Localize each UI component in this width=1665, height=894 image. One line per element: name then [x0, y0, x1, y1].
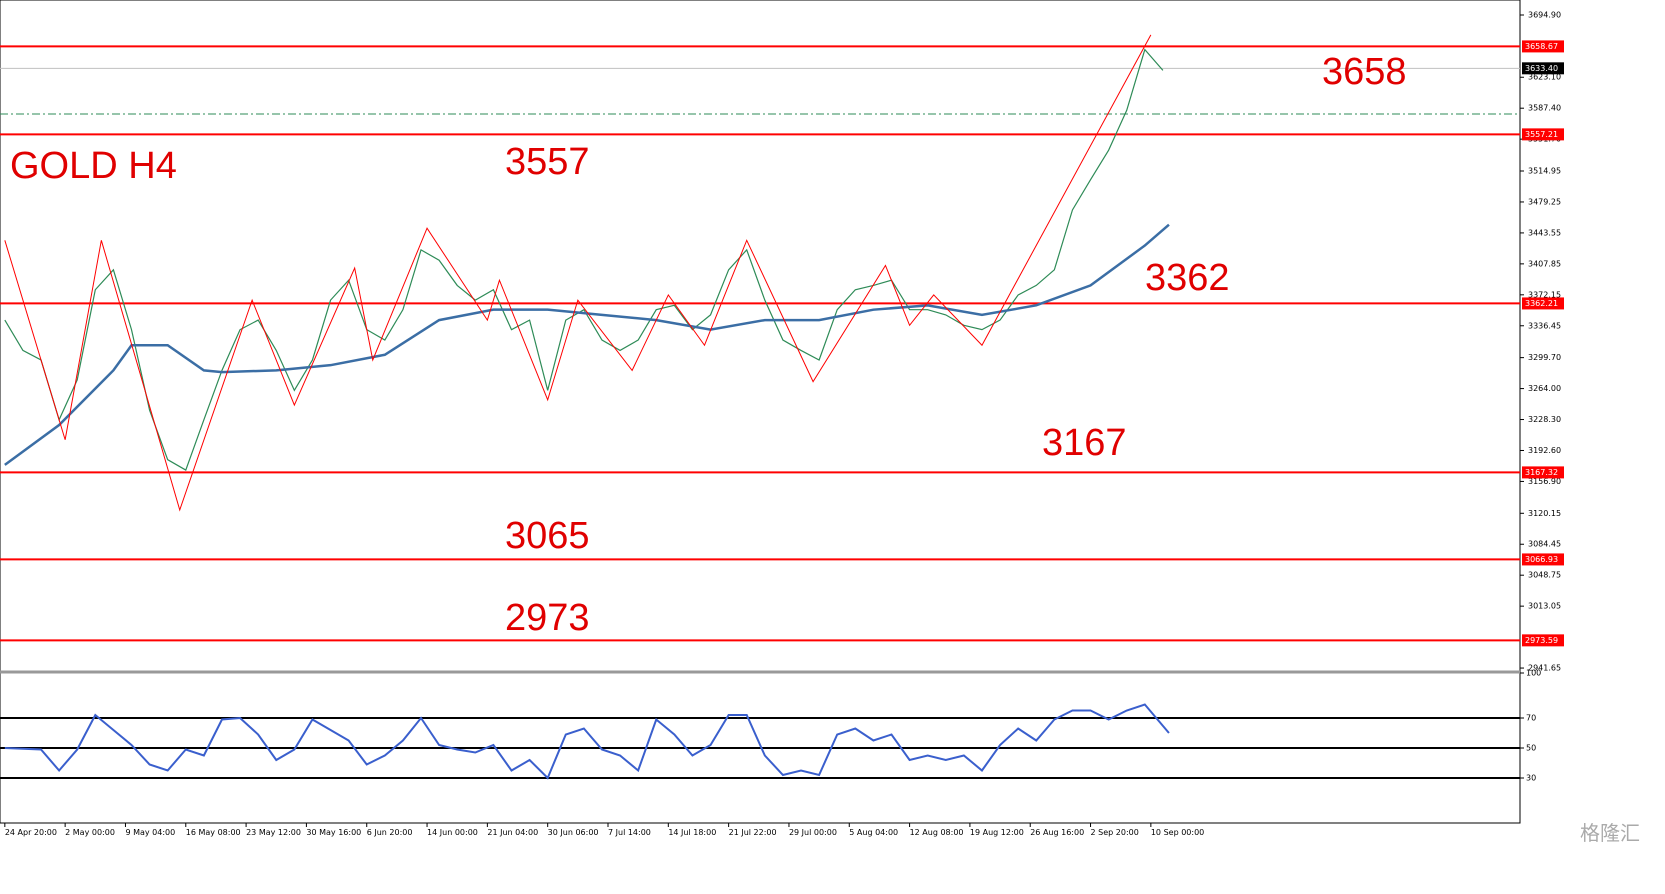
rsi-y-tick-label: 30 — [1526, 774, 1536, 783]
y-tick-label: 2941.65 — [1528, 664, 1561, 673]
level-box — [1522, 466, 1564, 479]
annotation: 3167 — [1042, 422, 1127, 464]
y-tick-label: 3623.10 — [1528, 73, 1561, 82]
current-price-box — [1522, 62, 1564, 75]
series-line — [4, 223, 1170, 466]
x-tick-label: 14 Jun 00:00 — [427, 828, 478, 837]
x-tick-label: 24 Apr 20:00 — [5, 828, 57, 837]
level-box — [1522, 40, 1564, 53]
y-tick-label: 3587.40 — [1528, 104, 1561, 113]
annotation: 3658 — [1322, 51, 1407, 93]
y-tick-label: 3192.60 — [1528, 446, 1561, 455]
watermark: 格隆汇 — [1580, 821, 1640, 845]
y-tick-label: 3264.00 — [1528, 384, 1561, 393]
x-tick-label: 16 May 08:00 — [186, 828, 241, 837]
x-tick-label: 12 Aug 08:00 — [910, 828, 964, 837]
rsi-y-tick-label: 70 — [1526, 714, 1536, 723]
y-tick-label: 3048.75 — [1528, 571, 1561, 580]
y-tick-label: 3156.90 — [1528, 477, 1561, 486]
x-tick-label: 14 Jul 18:00 — [668, 828, 716, 837]
level-label: 3167.32 — [1525, 468, 1558, 477]
x-tick-label: 6 Jun 20:00 — [367, 828, 413, 837]
y-tick-label: 3694.90 — [1528, 10, 1561, 19]
y-tick-label: 3372.15 — [1528, 290, 1561, 299]
y-tick-label: 3443.55 — [1528, 228, 1561, 237]
level-box — [1522, 634, 1564, 647]
rsi-y-tick-label: 100 — [1526, 669, 1541, 678]
level-label: 3557.21 — [1525, 130, 1558, 139]
y-tick-label: 3120.15 — [1528, 509, 1561, 518]
annotation: 3557 — [505, 141, 590, 183]
x-tick-label: 30 May 16:00 — [306, 828, 361, 837]
x-tick-label: 5 Aug 04:00 — [849, 828, 898, 837]
series-line — [4, 703, 1170, 780]
current-price-label: 3633.40 — [1525, 64, 1558, 73]
x-tick-label: 21 Jun 04:00 — [487, 828, 538, 837]
x-tick-label: 2 May 00:00 — [65, 828, 115, 837]
x-tick-label: 2 Sep 20:00 — [1091, 828, 1139, 837]
series-line — [4, 48, 1164, 471]
annotation: 3065 — [505, 515, 590, 557]
y-tick-label: 3336.45 — [1528, 321, 1561, 330]
y-tick-label: 3013.05 — [1528, 602, 1561, 611]
x-tick-label: 30 Jun 06:00 — [548, 828, 599, 837]
y-tick-label: 3084.45 — [1528, 540, 1561, 549]
x-tick-label: 21 Jul 22:00 — [729, 828, 777, 837]
x-tick-label: 29 Jul 00:00 — [789, 828, 837, 837]
x-tick-label: 19 Aug 12:00 — [970, 828, 1024, 837]
y-tick-label: 3407.85 — [1528, 259, 1561, 268]
level-box — [1522, 553, 1564, 566]
rsi-y-tick-label: 50 — [1526, 744, 1536, 753]
y-tick-label: 3228.30 — [1528, 415, 1561, 424]
plot-frame — [0, 0, 1521, 824]
annotation: 3362 — [1145, 257, 1230, 299]
level-label: 3362.21 — [1525, 299, 1558, 308]
level-label: 3658.67 — [1525, 42, 1558, 51]
y-tick-label: 3479.25 — [1528, 197, 1561, 206]
annotation: GOLD H4 — [10, 145, 177, 187]
series-line — [4, 34, 1152, 512]
annotation: 2973 — [505, 597, 590, 639]
y-tick-label: 3514.95 — [1528, 167, 1561, 176]
y-tick-label: 3299.70 — [1528, 353, 1561, 362]
x-tick-label: 9 May 04:00 — [125, 828, 175, 837]
x-tick-label: 10 Sep 00:00 — [1151, 828, 1204, 837]
level-label: 2973.59 — [1525, 636, 1558, 645]
x-tick-label: 23 May 12:00 — [246, 828, 301, 837]
level-box — [1522, 297, 1564, 310]
x-tick-label: 26 Aug 16:00 — [1030, 828, 1084, 837]
level-label: 3066.93 — [1525, 555, 1558, 564]
level-box — [1522, 128, 1564, 141]
x-tick-label: 7 Jul 14:00 — [608, 828, 651, 837]
